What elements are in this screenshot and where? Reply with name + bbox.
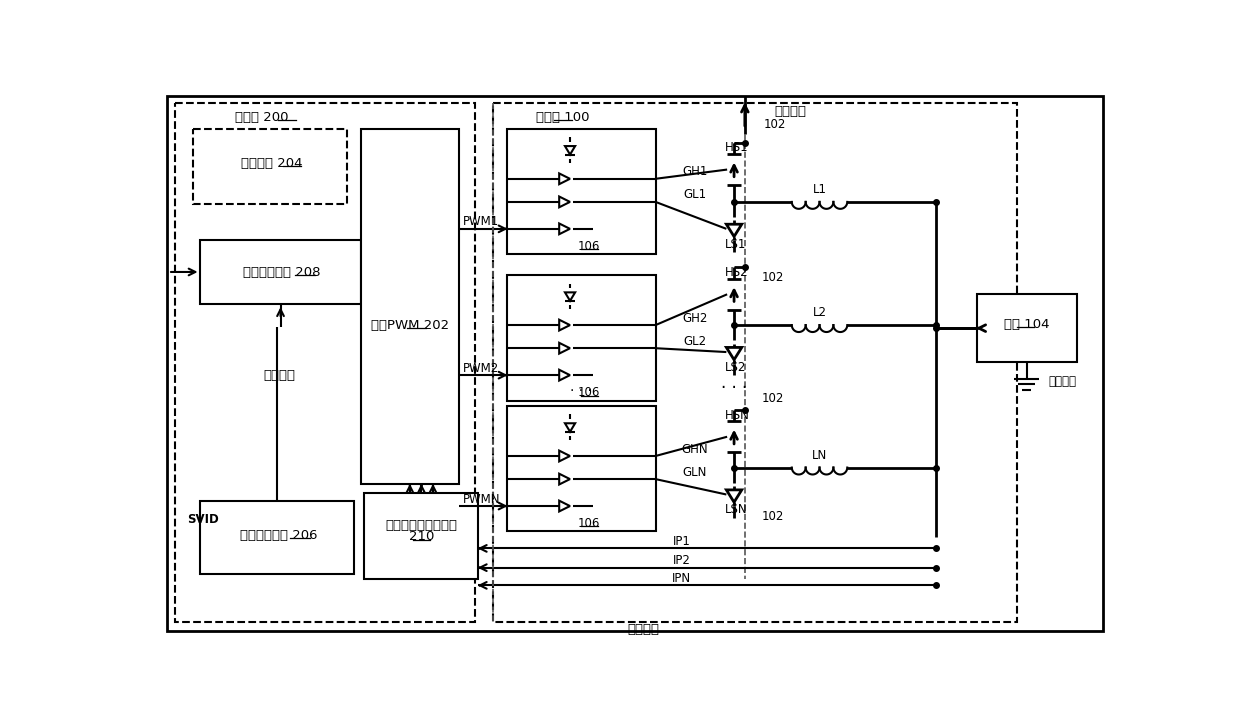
Text: · · ·: · · · bbox=[720, 379, 748, 397]
Text: 106: 106 bbox=[578, 240, 600, 253]
Bar bbox=[361, 129, 459, 485]
Text: IP1: IP1 bbox=[673, 535, 691, 548]
Text: PWM2: PWM2 bbox=[463, 361, 500, 374]
Bar bbox=[494, 104, 1017, 621]
Text: 电压检测单元 208: 电压检测单元 208 bbox=[243, 266, 320, 279]
Text: LN: LN bbox=[812, 449, 827, 462]
Bar bbox=[507, 406, 656, 531]
Text: GLN: GLN bbox=[682, 466, 707, 479]
Bar bbox=[977, 294, 1076, 362]
Text: 106: 106 bbox=[578, 387, 600, 400]
Text: 自检单元 204: 自检单元 204 bbox=[242, 157, 303, 170]
Text: 102: 102 bbox=[761, 510, 784, 523]
Bar bbox=[192, 129, 347, 204]
Text: 102: 102 bbox=[761, 392, 784, 405]
Text: HS2: HS2 bbox=[725, 266, 749, 279]
Text: GL1: GL1 bbox=[683, 189, 707, 202]
Text: 电压位置单元 206: 电压位置单元 206 bbox=[241, 528, 317, 542]
Text: 102: 102 bbox=[761, 271, 784, 284]
Text: GH2: GH2 bbox=[682, 312, 708, 325]
Bar bbox=[201, 240, 361, 304]
Bar bbox=[507, 275, 656, 400]
Text: 多相PWM 202: 多相PWM 202 bbox=[371, 318, 449, 332]
Text: GH1: GH1 bbox=[682, 166, 708, 179]
Text: 标准输出: 标准输出 bbox=[1048, 375, 1076, 388]
Text: 输出电压: 输出电压 bbox=[627, 623, 660, 636]
Text: 输入电压: 输入电压 bbox=[774, 105, 806, 118]
Text: · · ·: · · · bbox=[570, 384, 593, 398]
Text: PWM1: PWM1 bbox=[463, 215, 500, 228]
Text: PWMN: PWMN bbox=[463, 492, 501, 505]
Bar bbox=[201, 500, 355, 574]
Text: LS2: LS2 bbox=[725, 361, 746, 374]
Text: LSN: LSN bbox=[725, 503, 748, 516]
Text: IP2: IP2 bbox=[673, 554, 691, 567]
Text: 210: 210 bbox=[409, 531, 434, 544]
Text: 102: 102 bbox=[764, 118, 786, 131]
Text: 106: 106 bbox=[578, 517, 600, 530]
Bar bbox=[365, 493, 479, 579]
Text: GHN: GHN bbox=[682, 443, 708, 456]
Text: HS1: HS1 bbox=[725, 142, 749, 155]
Text: 目标电压: 目标电压 bbox=[263, 369, 295, 382]
Text: 控制器 200: 控制器 200 bbox=[236, 111, 289, 124]
Text: 电流检测和平衡单元: 电流检测和平衡单元 bbox=[386, 519, 458, 532]
Text: HSN: HSN bbox=[725, 409, 750, 422]
Text: 功率级 100: 功率级 100 bbox=[536, 111, 589, 124]
Bar bbox=[175, 104, 475, 621]
Text: IPN: IPN bbox=[672, 572, 691, 585]
Bar bbox=[507, 129, 656, 254]
Text: L1: L1 bbox=[812, 183, 827, 196]
Text: LS1: LS1 bbox=[725, 238, 746, 251]
Text: L2: L2 bbox=[812, 306, 827, 319]
Text: SVID: SVID bbox=[187, 513, 219, 526]
Text: GL2: GL2 bbox=[683, 335, 707, 348]
Text: 负载 104: 负载 104 bbox=[1004, 318, 1049, 330]
